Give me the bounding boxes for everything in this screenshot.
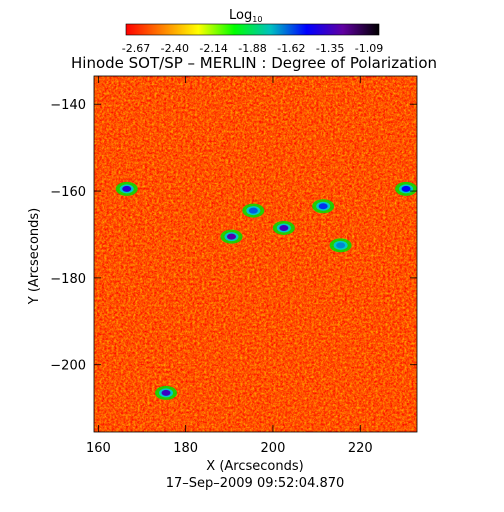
- y-tick-label: −200: [50, 359, 86, 374]
- colorbar-tick-label: -1.09: [355, 42, 383, 55]
- colorbar-tick-label: -2.14: [199, 42, 227, 55]
- x-tick-label: 200: [261, 441, 286, 456]
- y-tick-label: −140: [50, 98, 86, 113]
- plot-frame: [93, 75, 418, 433]
- y-axis: −140 −160 −180 −200: [50, 98, 417, 374]
- polarization-patch: [242, 203, 265, 218]
- colorbar-tick-label: -1.35: [316, 42, 344, 55]
- polarization-patch: [329, 238, 352, 253]
- heatmap-image: [94, 76, 417, 432]
- polarization-patch: [272, 220, 295, 235]
- x-tick-label: 180: [173, 441, 198, 456]
- colorbar-tick-label: -2.40: [161, 42, 189, 55]
- x-tick-label: 220: [348, 441, 373, 456]
- polarization-patch: [395, 181, 417, 196]
- colorbar: [125, 23, 380, 36]
- chart-title: Hinode SOT/SP – MERLIN : Degree of Polar…: [71, 54, 437, 72]
- colorbar-ticks: -2.67 -2.40 -2.14 -1.88 -1.62 -1.35 -1.09: [122, 42, 383, 55]
- polarization-patch: [155, 385, 178, 400]
- x-tick-label: 160: [86, 441, 111, 456]
- colorbar-tick-label: -2.67: [122, 42, 150, 55]
- polarization-patch: [312, 199, 335, 214]
- polarization-patch: [115, 181, 138, 196]
- polarization-patch: [220, 229, 243, 244]
- heatmap-noise-yellow: [94, 76, 417, 432]
- y-tick-label: −180: [50, 272, 86, 287]
- heatmap-patches: [115, 181, 417, 400]
- y-tick-label: −160: [50, 185, 86, 200]
- timestamp: 17–Sep–2009 09:52:04.870: [166, 476, 345, 491]
- x-axis: 160 180 200 220: [86, 76, 373, 456]
- colorbar-label: Log10: [229, 8, 262, 24]
- colorbar-tick-label: -1.88: [238, 42, 266, 55]
- colorbar-tick-label: -1.62: [277, 42, 305, 55]
- x-axis-label: X (Arcseconds): [206, 459, 303, 474]
- y-axis-label: Y (Arcseconds): [27, 208, 42, 305]
